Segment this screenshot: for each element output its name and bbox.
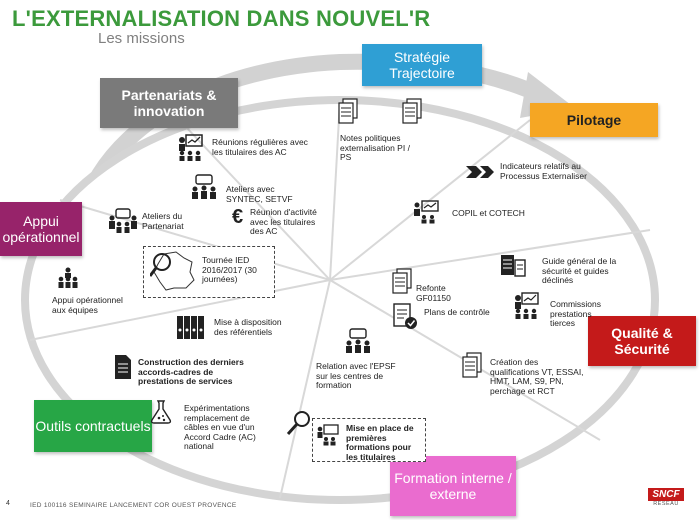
item-relation-epsf: Relation avec l'EPSF sur les centres de … — [316, 361, 396, 391]
binders-icon — [177, 316, 204, 339]
people-meeting-icon — [192, 174, 216, 199]
people-meeting-icon — [58, 267, 78, 288]
category-outils: Outils contractuels — [34, 400, 152, 452]
sncf-logo: SNCF RÉSEAU — [648, 488, 684, 510]
people-meeting-icon — [346, 328, 370, 353]
item-creation-qualif: Création des qualifications VT, ESSAI, H… — [490, 357, 584, 396]
page-number: 4 — [6, 500, 10, 507]
item-commissions: Commissions prestations tierces — [550, 299, 602, 329]
item-guide: Guide général de la sécurité et guides d… — [542, 256, 617, 286]
people-meeting-icon — [414, 200, 439, 224]
item-reunion-activite: Réunion d'activité avec les titulaires d… — [250, 207, 317, 237]
item-copil: COPIL et COTECH — [452, 208, 525, 218]
people-meeting-icon — [109, 208, 137, 233]
category-formation-label: Formation interne / externe — [394, 469, 512, 502]
item-notes-politiques: Notes politiques externalisation PI / PS — [340, 133, 410, 163]
category-strategie: Stratégie Trajectoire — [362, 44, 482, 86]
category-appui-label: Appui opérationnel — [2, 212, 80, 245]
people-meeting-icon — [179, 134, 203, 161]
document-icon — [115, 355, 131, 379]
flask-icon — [150, 400, 172, 424]
item-ateliers-avec: Ateliers avec SYNTEC, SETVF — [226, 184, 293, 204]
sncf-logo-brand: SNCF — [648, 488, 684, 501]
document-stack-icon — [462, 352, 482, 378]
item-mise-disposition: Mise à disposition des référentiels — [214, 317, 282, 337]
item-appui-equipes: Appui opérationnel aux équipes — [52, 295, 123, 315]
document-stack-icon — [338, 98, 358, 124]
document-stack-icon — [402, 98, 422, 124]
page-subtitle: Les missions — [98, 30, 185, 47]
people-meeting-icon — [317, 424, 339, 446]
category-qualite: Qualité & Sécurité — [588, 316, 696, 366]
category-strategie-label: Stratégie Trajectoire — [389, 48, 455, 81]
category-outils-label: Outils contractuels — [35, 417, 151, 434]
category-formation: Formation interne / externe — [390, 456, 516, 516]
category-pilotage: Pilotage — [530, 103, 658, 137]
magnifier-icon — [286, 411, 310, 436]
category-qualite-label: Qualité & Sécurité — [611, 324, 673, 357]
arrows-icon — [466, 166, 494, 178]
item-reunions: Réunions régulières avec les titulaires … — [212, 137, 308, 157]
footer-text: IED 100116 SEMINAIRE LANCEMENT COR OUEST… — [30, 502, 237, 509]
category-pilotage-label: Pilotage — [566, 111, 622, 128]
item-construction: Construction des derniers accords-cadres… — [138, 357, 244, 387]
item-indicateurs: Indicateurs relatifs au Processus Extern… — [500, 161, 587, 181]
document-stack-icon — [501, 255, 526, 277]
page-title: L'EXTERNALISATION DANS NOUVEL'R — [12, 6, 431, 31]
people-meeting-icon — [515, 292, 539, 319]
mise-place-box — [312, 418, 426, 462]
euro-icon: € — [232, 206, 244, 228]
item-tournee: Tournée IED 2016/2017 (30 journées) — [202, 255, 257, 285]
france-map-icon — [150, 251, 195, 291]
item-ateliers-partenariat: Ateliers du Partenariat — [142, 211, 184, 231]
item-plans-controle: Plans de contrôle — [424, 307, 490, 317]
document-stack-icon — [392, 268, 412, 294]
item-mise-place: Mise en place de premières formations po… — [346, 423, 414, 462]
category-partenariats-label: Partenariats & innovation — [121, 86, 217, 119]
item-experimentations: Expérimentations remplacement de câbles … — [184, 403, 256, 452]
category-partenariats: Partenariats & innovation — [100, 78, 238, 128]
sncf-logo-sub: RÉSEAU — [653, 501, 679, 507]
item-refonte: Refonte GF01150 — [416, 283, 451, 303]
checklist-icon — [393, 303, 417, 329]
category-appui: Appui opérationnel — [0, 202, 82, 256]
